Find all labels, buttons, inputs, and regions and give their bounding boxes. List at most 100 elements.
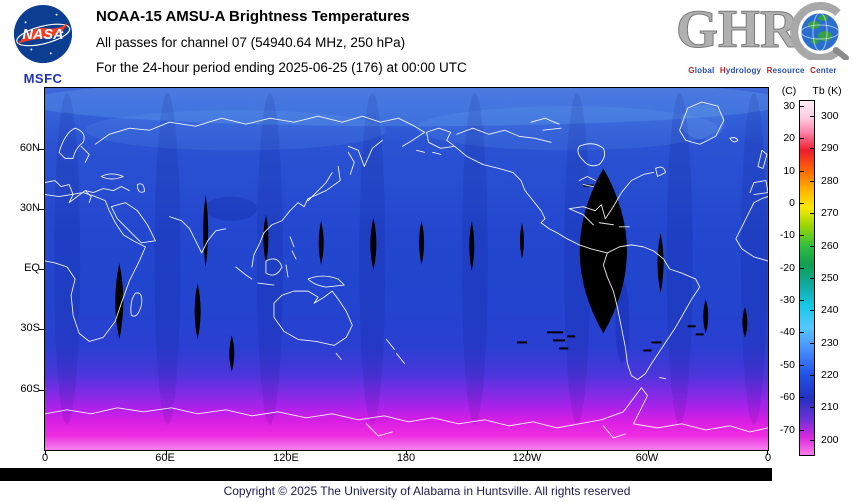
colorbar-kelvin-label: 300 bbox=[821, 110, 839, 122]
colorbar-tick bbox=[800, 171, 804, 172]
coastline-africa bbox=[45, 192, 156, 342]
lon-label: 0 bbox=[41, 452, 49, 464]
axis-tick bbox=[767, 451, 768, 455]
ghrc-logo: GHR Global Hydrology Resource Center bbox=[676, 0, 852, 75]
brightness-temperature-map bbox=[45, 88, 768, 450]
axis-tick bbox=[39, 329, 45, 330]
colorbar-tick bbox=[810, 213, 814, 214]
colorbar-kelvin-label: 200 bbox=[821, 434, 839, 446]
axis-tick bbox=[406, 451, 407, 455]
axis-tick bbox=[39, 390, 45, 391]
tb-field-texture bbox=[45, 88, 768, 425]
figure-title: NOAA-15 AMSU-A Brightness Temperatures bbox=[96, 8, 410, 25]
colorbar-tick bbox=[810, 278, 814, 279]
tagline-word: C bbox=[810, 66, 817, 75]
colorbar-celsius-label: -10 bbox=[779, 229, 795, 241]
tb-field-background bbox=[45, 88, 768, 450]
colorbar-kelvin-label: 230 bbox=[821, 337, 839, 349]
colorbar-tick bbox=[810, 310, 814, 311]
colorbar-celsius-label: 0 bbox=[789, 197, 795, 209]
coastlines bbox=[45, 101, 768, 439]
colorbar-tick bbox=[800, 203, 804, 204]
coastline-south-america bbox=[602, 244, 701, 381]
axis-tick bbox=[527, 451, 528, 455]
colorbar-tick bbox=[800, 365, 804, 366]
lon-label: 60E bbox=[155, 452, 175, 464]
colorbar-tick bbox=[810, 148, 814, 149]
nasa-swoosh bbox=[17, 22, 69, 44]
colorbar-celsius-label: -50 bbox=[779, 359, 795, 371]
colorbar-tick bbox=[800, 430, 804, 431]
colorbar-kelvin-label: 270 bbox=[821, 207, 839, 219]
colorbar-tick bbox=[810, 343, 814, 344]
colorbar-tick bbox=[810, 116, 814, 117]
colorbar-celsius-label: -40 bbox=[779, 326, 795, 338]
coastline-australia-indonesia bbox=[235, 258, 405, 364]
colorbar-celsius-label: 30 bbox=[783, 100, 795, 112]
copyright-text: Copyright © 2025 The University of Alaba… bbox=[223, 484, 631, 498]
colorbar-tick bbox=[810, 246, 814, 247]
colorbar-kelvin-label: 280 bbox=[821, 175, 839, 187]
nasa-wordmark: NASA bbox=[22, 27, 63, 43]
colorbar-unit-celsius: (C) bbox=[781, 85, 797, 97]
nasa-orbit bbox=[16, 23, 71, 47]
lat-label: 30S bbox=[20, 322, 40, 334]
ghrc-letter-c-arc bbox=[790, 2, 841, 62]
nasa-logo: NASA MSFC bbox=[10, 3, 76, 86]
lat-label: 60N bbox=[19, 142, 40, 154]
colorbar-celsius-label: -30 bbox=[779, 294, 795, 306]
coastline-europe bbox=[45, 127, 130, 204]
colorbar-celsius-label: 10 bbox=[783, 165, 795, 177]
lon-label: 120W bbox=[512, 452, 542, 464]
colorbar-tick bbox=[810, 375, 814, 376]
tagline-word: G bbox=[688, 66, 695, 75]
colorbar-celsius-label: 20 bbox=[783, 132, 795, 144]
colorbar-tick bbox=[810, 440, 814, 441]
map-plot bbox=[44, 87, 769, 451]
axis-tick bbox=[39, 149, 45, 150]
figure-subtitle-period: For the 24-hour period ending 2025-06-25… bbox=[96, 60, 467, 75]
lon-label: 60W bbox=[635, 452, 659, 464]
colorbar-celsius-label: -70 bbox=[779, 424, 795, 436]
colorbar-tick bbox=[800, 268, 804, 269]
axis-tick bbox=[39, 209, 45, 210]
tagline-word: R bbox=[766, 66, 773, 75]
lat-label: 30N bbox=[19, 202, 40, 214]
ghrc-tagline: Global Hydrology Resource Center bbox=[688, 66, 837, 75]
colorbar-tick bbox=[800, 397, 804, 398]
lon-label: 180 bbox=[396, 452, 416, 464]
lat-label: 60S bbox=[20, 383, 40, 395]
axis-tick bbox=[45, 451, 46, 455]
colorbar bbox=[799, 100, 815, 456]
colorbar-kelvin-label: 260 bbox=[821, 240, 839, 252]
coastline-west-africa-iberia bbox=[735, 149, 768, 262]
coastline-antarctica bbox=[45, 387, 768, 439]
colorbar-celsius-label: -20 bbox=[779, 262, 795, 274]
tagline-word: H bbox=[719, 66, 726, 75]
colorbar-kelvin-label: 240 bbox=[821, 304, 839, 316]
colorbar-tick bbox=[810, 407, 814, 408]
colorbar-unit-kelvin: Tb (K) bbox=[812, 85, 842, 97]
colorbar-tick bbox=[800, 106, 804, 107]
axis-tick bbox=[166, 451, 167, 455]
colorbar-celsius-label: -60 bbox=[779, 391, 795, 403]
figure-subtitle-channel: All passes for channel 07 (54940.64 MHz,… bbox=[96, 35, 406, 50]
nasa-meatball-icon: NASA bbox=[13, 4, 73, 64]
ghrc-letters: GHR bbox=[676, 2, 800, 59]
colorbar-tick bbox=[800, 332, 804, 333]
footer-bar bbox=[0, 468, 772, 481]
msfc-label: MSFC bbox=[23, 71, 63, 86]
colorbar-tick bbox=[810, 181, 814, 182]
ghrc-magnifier-handle-icon bbox=[833, 47, 849, 61]
colorbar-kelvin-label: 250 bbox=[821, 272, 839, 284]
colorbar-tick bbox=[800, 138, 804, 139]
lat-label: EQ bbox=[24, 262, 40, 274]
lon-label: 120E bbox=[273, 452, 299, 464]
lon-label: 0 bbox=[764, 452, 772, 464]
colorbar-kelvin-label: 290 bbox=[821, 142, 839, 154]
colorbar-kelvin-label: 220 bbox=[821, 369, 839, 381]
ghrc-globe-icon bbox=[800, 12, 840, 52]
coastline-north-america bbox=[416, 101, 739, 254]
coastline-asia bbox=[94, 115, 426, 268]
